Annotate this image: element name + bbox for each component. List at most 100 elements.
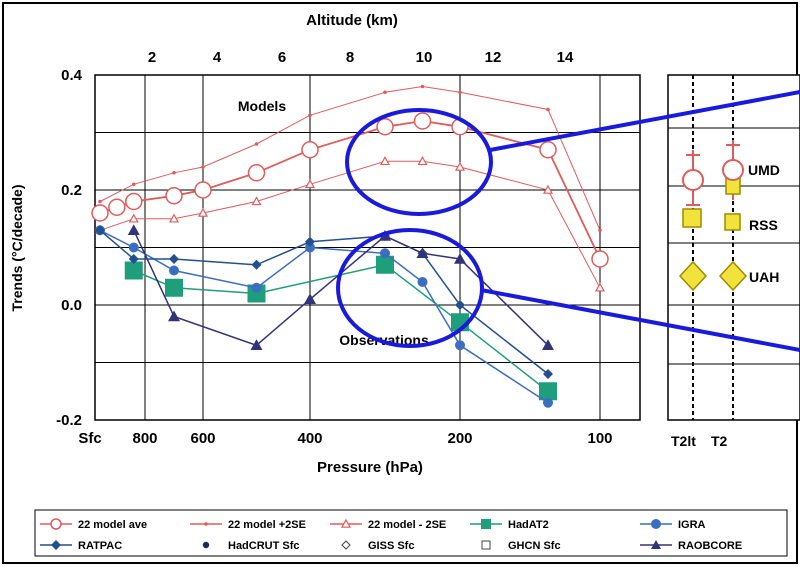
satellite-tick-t2lt: T2lt [671,433,696,449]
data-point-raobcore [250,339,263,351]
legend-label-ghcn-sfc: GHCN Sfc [508,540,561,552]
data-point-22-model-ave [125,192,143,211]
satellite-label-rss: RSS [749,217,778,233]
data-point-22-model-2se [379,156,391,166]
y-axis-title: Trends (°C/decade) [9,185,25,312]
data-point-ratpac [169,254,179,264]
legend-label-ratpac: RATPAC [78,540,122,552]
satellite-label-umd: UMD [748,162,780,178]
legend-marker-hadcrut-sfc [202,541,210,549]
legend-marker-22-model-2se [204,522,208,526]
data-point-22-model-ave [91,204,109,222]
data-point-ratpac [128,254,139,264]
data-point-22-model-2se [417,156,428,166]
data-point-22-model-2se [598,228,602,233]
connector-line-upper [489,90,800,152]
umd-t2-marker [722,159,744,181]
data-point-igra [417,277,428,287]
top-tick-label: 2 [148,49,156,66]
data-point-ratpac [95,225,105,236]
uah-t2lt-marker [678,260,708,292]
legend-marker-ratpac [51,540,61,550]
legend-label-raobcore: RAOBCORE [678,540,742,552]
data-point-igra [251,282,262,293]
data-point-igra [380,248,390,259]
data-point-22-model-2se [454,161,466,171]
annotation-models: Models [238,98,286,114]
data-point-ratpac [543,369,553,379]
uah-t2-marker [718,260,748,292]
x-tick-label: 200 [447,430,472,447]
legend-label-22-model-2se: 22 model - 2SE [368,519,446,531]
data-point-ratpac [455,300,465,310]
data-point-22-model-2se [128,213,139,223]
legend-label-hadcrut-sfc: HadCRUT Sfc [228,540,300,552]
data-point-22-model-ave [591,250,609,268]
top-tick-label: 10 [416,49,433,66]
data-point-22-model-ave [165,187,183,205]
data-point-22-model-ave [376,118,394,136]
legend-box [34,509,788,557]
data-point-ratpac [305,236,315,247]
x-tick-label: 400 [297,430,322,447]
legend-marker-igra [651,519,661,529]
top-tick-label: 4 [213,49,222,66]
data-point-22-model-ave [247,164,266,182]
legend-label-hadat2: HadAT2 [508,519,549,531]
x-axis-title: Pressure (hPa) [317,459,423,476]
legend-marker-giss-sfc [341,540,351,550]
data-point-22-model-2se [308,113,312,118]
data-point-ratpac [251,259,262,270]
top-tick-label: 14 [557,49,574,66]
data-point-22-model-2se [542,184,554,194]
legend-label-igra: IGRA [678,519,706,531]
legend-label-giss-sfc: GISS Sfc [368,540,414,552]
data-point-raobcore [416,247,429,259]
top-tick-label: 12 [485,49,502,66]
data-point-22-model-ave [108,198,126,216]
legend-marker-hadat2 [481,519,491,529]
data-point-22-model-2se [172,170,176,175]
data-point-22-model-2se [98,199,102,204]
highlight-ellipse-observations [336,228,484,348]
legend-marker-raobcore [651,540,661,549]
data-point-igra [128,242,139,253]
data-point-hadat2 [539,382,557,401]
data-point-raobcore [542,339,554,351]
data-point-22-model-2se [197,207,209,217]
rss-t2-marker [724,213,741,231]
data-point-igra [543,397,553,408]
data-point-22-model-2se [304,179,316,189]
data-point-22-model-2se [201,165,205,169]
data-point-22-model-ave [539,141,557,159]
legend-marker-22-model-ave [50,518,62,530]
x-tick-label: 800 [132,430,157,447]
top-tick-label: 8 [346,49,354,66]
data-point-22-model-ave [301,141,319,159]
y-tick-label: 0.2 [61,182,82,199]
legend-marker-ghcn-sfc [481,540,491,550]
data-point-22-model-2se [254,142,259,146]
data-point-hadat2 [376,255,394,274]
top-tick-label: 6 [278,49,286,66]
data-point-raobcore [454,253,466,264]
data-point-hadat2 [124,261,143,280]
data-point-raobcore [127,224,140,236]
umd-t2lt-marker [682,169,704,191]
rss-t2lt-marker [682,208,702,228]
data-point-22-model-2se [420,84,425,89]
connector-line-lower [480,288,800,352]
data-point-igra [305,242,315,253]
legend-label-22-model-2se: 22 model +2SE [228,519,306,531]
legend-label-22-model-ave: 22 model ave [78,519,147,531]
satellite-tick-t2: T2 [711,433,728,449]
y-tick-label: 0.0 [61,297,82,314]
x-tick-label: 100 [587,430,612,447]
highlight-ellipse-models [345,108,493,216]
data-point-22-model-ave [194,181,212,199]
satellite-label-uah: UAH [749,269,779,285]
series-line-raobcore [133,229,549,347]
legend-marker-22-model-2se [340,518,352,528]
